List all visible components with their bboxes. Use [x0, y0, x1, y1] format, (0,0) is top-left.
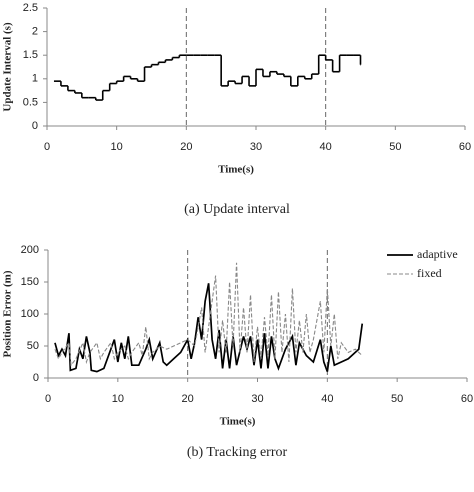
- legend-label: adaptive: [417, 247, 458, 261]
- y-axis-title: Position Error (m): [2, 270, 14, 357]
- x-axis-title: Time(s): [220, 416, 256, 428]
- series-line: [54, 283, 364, 373]
- x-tick-label: 60: [459, 141, 471, 153]
- x-tick-label: 10: [111, 141, 123, 153]
- x-tick-label: 40: [320, 141, 332, 153]
- y-axis-title: Update Interval (s): [2, 22, 14, 112]
- y-tick-label: 150: [21, 276, 39, 288]
- y-tick-label: 2: [32, 26, 38, 38]
- x-tick-label: 50: [389, 141, 401, 153]
- x-tick-label: 20: [180, 141, 192, 153]
- caption: (a) Update interval: [184, 202, 290, 217]
- y-tick-label: 0: [33, 372, 39, 384]
- x-tick-label: 0: [45, 393, 51, 405]
- y-tick-label: 2.5: [23, 2, 38, 14]
- y-tick-label: 100: [21, 308, 39, 320]
- y-tick-label: 1.5: [23, 49, 38, 61]
- y-tick-label: 200: [21, 244, 39, 256]
- x-tick-label: 30: [250, 141, 262, 153]
- y-tick-label: 0.5: [23, 96, 38, 108]
- y-tick-label: 1: [32, 73, 38, 85]
- x-tick-label: 60: [461, 393, 473, 405]
- caption: (b) Tracking error: [187, 445, 288, 460]
- x-tick-label: 30: [251, 393, 263, 405]
- y-tick-label: 50: [27, 340, 39, 352]
- x-tick-label: 40: [321, 393, 333, 405]
- legend-label: fixed: [417, 266, 442, 280]
- x-tick-label: 50: [391, 393, 403, 405]
- x-tick-label: 10: [112, 393, 124, 405]
- x-tick-label: 0: [44, 141, 50, 153]
- series-line: [54, 262, 363, 367]
- x-axis-title: Time(s): [218, 164, 254, 176]
- x-tick-label: 20: [182, 393, 194, 405]
- y-tick-label: 0: [32, 120, 38, 132]
